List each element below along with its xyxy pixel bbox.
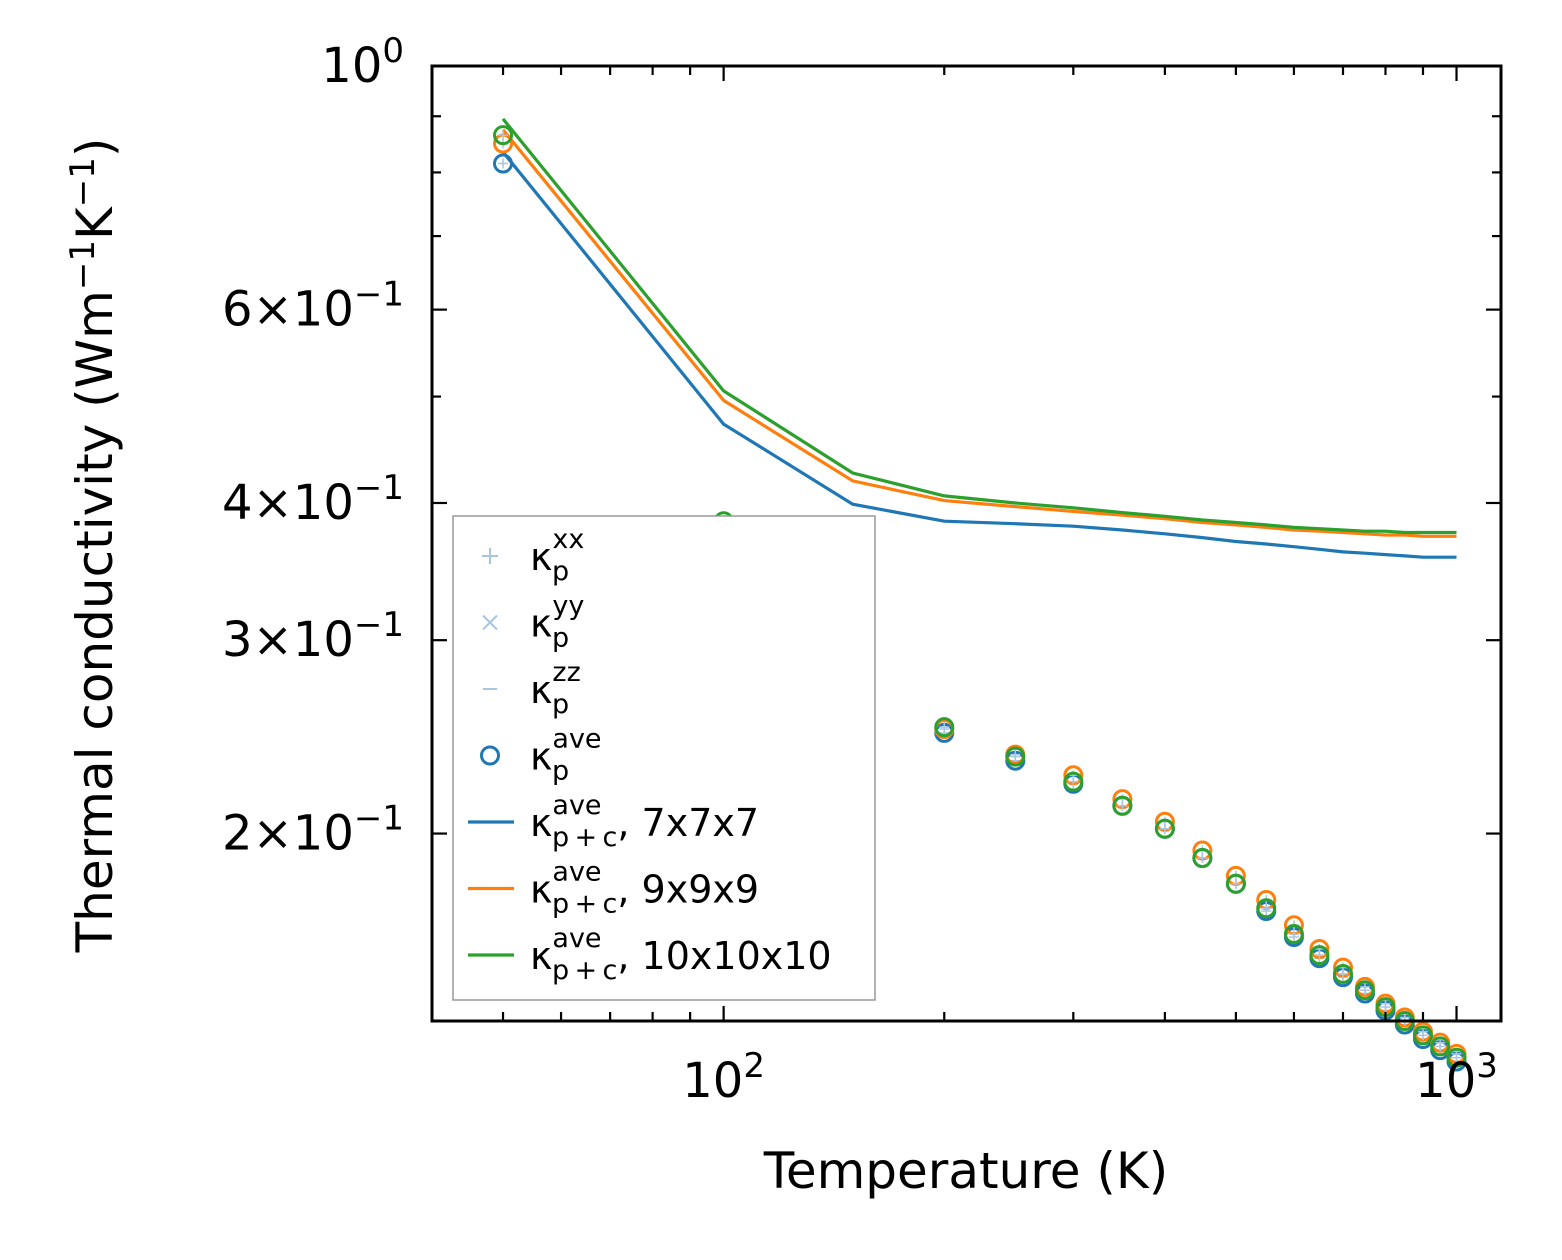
point-marker (1412, 1025, 1433, 1046)
data-point (1354, 980, 1375, 1001)
legend-circle-marker (480, 745, 500, 766)
series-line-1 (501, 150, 1457, 559)
legend-entry-kyy: κyy p (482, 591, 584, 654)
point-marker (1005, 746, 1026, 767)
point-marker (1309, 945, 1330, 966)
point-marker (1154, 818, 1175, 839)
x-tick-label: 102 (682, 1046, 765, 1109)
data-point (934, 717, 955, 738)
point-marker (493, 153, 514, 174)
point-marker (1283, 924, 1304, 945)
data-point (1063, 771, 1084, 792)
legend-entry-kpc10: κave p + c, 10x10x10 (468, 923, 832, 986)
point-marker (934, 717, 955, 738)
legend-label: κyy p (530, 591, 584, 654)
data-point (493, 153, 514, 174)
data-point (1283, 924, 1304, 945)
legend-label: κave p + c, 7x7x7 (530, 790, 759, 853)
legend-x-marker (482, 614, 498, 631)
point-marker (1256, 898, 1277, 919)
data-point (1256, 898, 1277, 919)
data-point (1154, 818, 1175, 839)
data-point (493, 125, 514, 146)
point-marker (1112, 795, 1133, 816)
legend-label: κave p (530, 724, 602, 787)
legend-entry-kxx: κxx p (482, 524, 584, 587)
point-marker (493, 125, 514, 146)
y-tick-label: 4×10−1 (222, 468, 404, 531)
point-marker (1332, 963, 1353, 984)
data-point (1430, 1036, 1451, 1057)
y-axis-label: Thermal conductivity (Wm−1K−1) (63, 138, 124, 954)
data-point (1192, 848, 1213, 869)
plot-frame (430, 64, 1503, 1023)
y-tick-label: 2×10−1 (222, 799, 404, 862)
x-tick-label: 103 (1415, 1046, 1498, 1109)
y-tick-label: 3×10−1 (222, 605, 404, 668)
plot-area: 102 103 100 6×10−1 4×10−1 3×10−1 2×10−1 (222, 31, 1503, 1109)
data-point (1225, 873, 1246, 894)
legend-label: κzz p (530, 657, 581, 720)
point-marker (1192, 848, 1213, 869)
point-marker (1354, 980, 1375, 1001)
data-point (1005, 746, 1026, 767)
legend-entry-kpc9: κave p + c, 9x9x9 (468, 857, 759, 920)
legend-label: κxx p (530, 524, 584, 587)
y-tick-label: 6×10−1 (222, 275, 404, 338)
point-marker (1446, 1047, 1467, 1068)
x-axis-label: Temperature (K) (763, 1142, 1168, 1200)
data-point (1309, 945, 1330, 966)
legend-label: κave p + c, 10x10x10 (530, 923, 832, 986)
point-marker (1063, 771, 1084, 792)
data-point (1332, 963, 1353, 984)
data-point (1112, 795, 1133, 816)
legend-label: κave p + c, 9x9x9 (530, 857, 759, 920)
legend-entry-kave: κave p (480, 724, 602, 787)
data-point (1446, 1047, 1467, 1068)
series-line-2 (501, 128, 1457, 538)
point-marker (1225, 873, 1246, 894)
legend-frame (452, 515, 876, 1001)
point-marker (1430, 1036, 1451, 1057)
data-point (1412, 1025, 1433, 1046)
legend-entry-kzz: κzz p (483, 657, 581, 720)
series-line-3 (501, 117, 1457, 535)
y-tick-label: 100 (321, 31, 404, 94)
legend-entry-kpc7: κave p + c, 7x7x7 (468, 790, 759, 853)
